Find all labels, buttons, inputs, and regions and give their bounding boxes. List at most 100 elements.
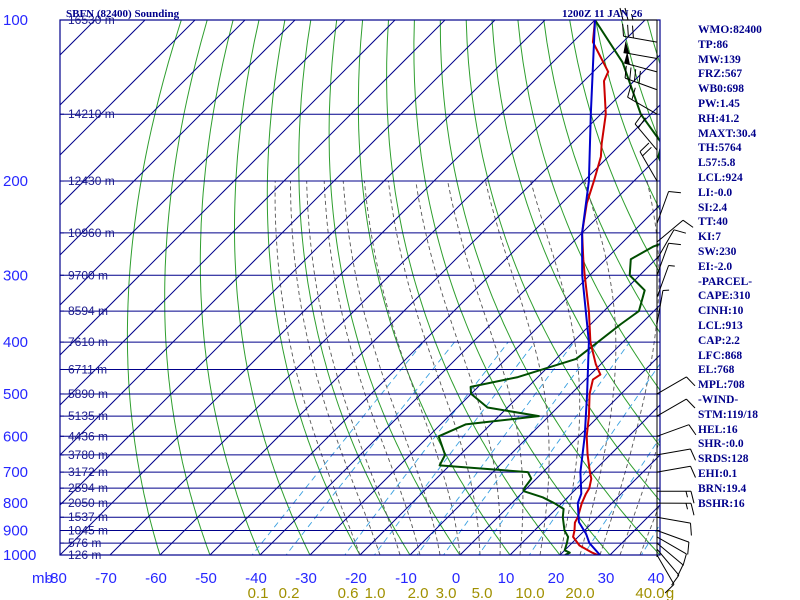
dry-adiabat <box>298 20 411 555</box>
isotherm <box>459 354 660 555</box>
wind-barb <box>656 465 696 478</box>
wind-barb <box>656 265 675 298</box>
mixing-ratio-line <box>478 341 631 555</box>
index-item: SRDS:128 <box>698 453 749 466</box>
isotherm <box>60 20 446 406</box>
height-label: 3172 m <box>68 465 108 479</box>
temperature-tick-label: -50 <box>195 570 217 587</box>
index-item: WB0:698 <box>698 83 744 96</box>
mixing-ratio-line <box>443 341 599 555</box>
mixing-ratio-line <box>285 341 455 555</box>
mixing-ratio-label: 1.0 <box>365 585 386 600</box>
index-item: BRN:19.4 <box>698 482 747 495</box>
wind-barb <box>656 490 695 504</box>
mixing-ratio-label: 40.0 <box>635 585 664 600</box>
pressure-tick-label: 400 <box>3 334 28 351</box>
dry-adiabat <box>199 20 261 555</box>
dry-adiabat <box>465 20 660 502</box>
plot-frame <box>59 19 661 556</box>
temperature-tick-label: 0 <box>452 570 460 587</box>
dry-adiabat <box>234 20 311 555</box>
dry-adiabat <box>164 20 211 555</box>
wind-barb <box>656 516 692 536</box>
index-item: CINH:10 <box>698 305 744 318</box>
wind-barb <box>656 530 690 555</box>
index-item: STM:119/18 <box>698 408 759 421</box>
index-item: SI:2.4 <box>698 201 728 214</box>
mixing-ratio-line <box>344 341 509 555</box>
plot-area <box>60 20 800 566</box>
wind-barb <box>656 242 681 276</box>
isotherm <box>60 20 546 506</box>
height-label: 9700 m <box>68 268 108 282</box>
isotherm <box>509 404 660 555</box>
wind-barb <box>656 548 680 586</box>
index-item: PW:1.45 <box>698 97 740 110</box>
moist-adiabat <box>619 437 660 555</box>
index-item: LCL:924 <box>698 171 743 184</box>
dry-adiabat <box>569 20 660 275</box>
pressure-tick-label: 800 <box>3 495 28 512</box>
indices-panel: WMO:82400 TP:86 MW:139 FRZ:567 WB0:698 PW:1.4… <box>698 23 762 511</box>
dry-adiabat <box>357 20 511 555</box>
index-item: WMO:82400 <box>698 24 762 36</box>
index-item: -PARCEL- <box>698 275 753 288</box>
mixing-ratio-line <box>251 341 424 555</box>
index-item: HEL:16 <box>698 423 738 436</box>
index-item: CAP:2.2 <box>698 334 740 347</box>
index-item: TH:5764 <box>698 142 742 155</box>
temperature-tick-label: -10 <box>395 570 417 587</box>
index-item: FRZ:567 <box>698 68 743 81</box>
dry-adiabat <box>777 20 800 566</box>
mixing-ratio-label: 0.1 <box>248 585 269 600</box>
isotherm <box>559 454 660 555</box>
moist-adiabat <box>599 180 660 555</box>
temperature-tick-label: -30 <box>295 570 317 587</box>
height-label: 576 m <box>68 536 101 550</box>
wind-barb <box>656 191 681 224</box>
index-item: SW:230 <box>698 245 737 258</box>
height-label: 1537 m <box>68 510 108 524</box>
isotherm <box>159 54 660 555</box>
index-item: MW:139 <box>698 53 741 66</box>
wind-barb <box>656 502 695 516</box>
isotherm <box>60 20 246 206</box>
mixing-ratio-line <box>416 341 575 555</box>
moist-adiabat <box>639 502 660 555</box>
isotherm <box>60 20 296 256</box>
index-item: L57:5.8 <box>698 157 736 170</box>
temperature-tick-label: 10 <box>498 570 515 587</box>
wind-barb <box>656 424 697 437</box>
pressure-tick-label: 200 <box>3 173 28 190</box>
mixing-ratio-line <box>583 436 660 555</box>
isotherm <box>60 20 346 306</box>
temperature-tick-label: 30 <box>598 570 615 587</box>
height-label: 2050 m <box>68 496 108 510</box>
wind-barb <box>624 51 658 73</box>
index-item: EL:768 <box>698 364 735 377</box>
index-item: RH:41.2 <box>698 112 740 125</box>
mixing-ratio-label: 20.0 <box>565 585 594 600</box>
sounding-time: 1200Z 11 JAN 26 <box>562 8 643 20</box>
height-label: 1045 m <box>68 524 108 538</box>
temperature-tick-label: -60 <box>145 570 167 587</box>
pressure-tick-label: 700 <box>3 464 28 481</box>
mixing-ratio-label: g <box>666 585 674 600</box>
temperature-tick-label: -20 <box>345 570 367 587</box>
wind-barb <box>656 229 687 260</box>
isotherm <box>409 304 660 555</box>
wind-barb <box>656 448 696 461</box>
isotherm <box>60 20 396 356</box>
wind-barb <box>656 536 687 566</box>
index-item: LI:-0.0 <box>698 186 733 199</box>
isotherm <box>209 104 660 555</box>
mixing-ratio-line <box>373 341 536 555</box>
height-label: 5890 m <box>68 387 108 401</box>
pressure-tick-label: 100 <box>3 12 28 29</box>
isotherm <box>60 20 596 555</box>
dry-adiabat <box>266 20 361 555</box>
wind-barb <box>656 554 675 594</box>
index-item: CAPE:310 <box>698 290 751 303</box>
pressure-unit-label: mb <box>32 570 53 587</box>
